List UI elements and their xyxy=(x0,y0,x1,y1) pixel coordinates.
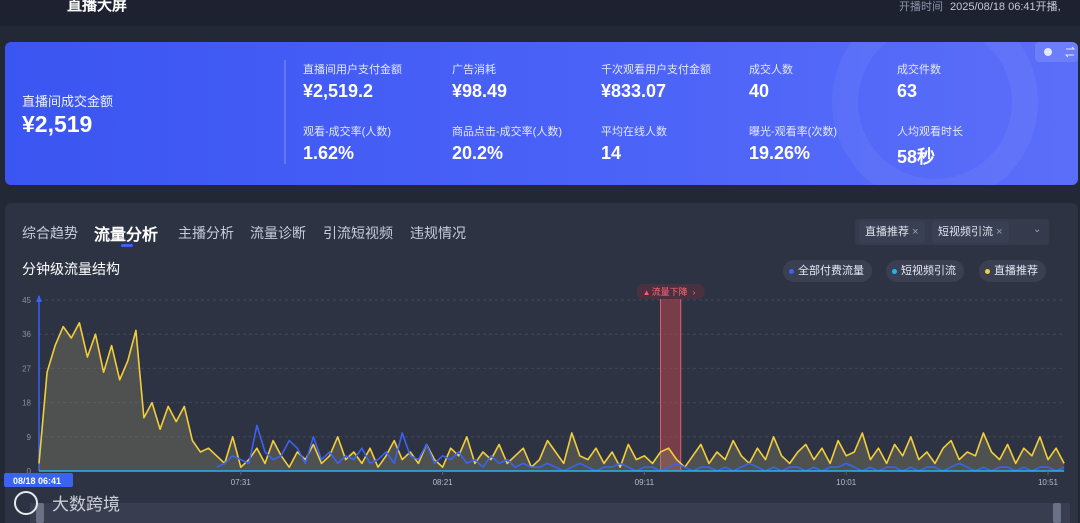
filter-text: 短视频引流 xyxy=(938,226,993,238)
tab[interactable]: 综合趋势 xyxy=(22,225,78,241)
legend-label: 全部付费流量 xyxy=(798,265,864,277)
tab-active[interactable]: 流量分析 xyxy=(94,227,159,244)
brush-handle[interactable] xyxy=(36,503,44,523)
metric-value: ¥98.49 xyxy=(452,81,508,101)
annotation-label: 流量下降 xyxy=(652,286,688,297)
metric-label: 成交件数 xyxy=(897,64,941,76)
x-tick-label: 08:21 xyxy=(433,478,454,487)
annotation-icon: ▲ xyxy=(643,288,651,297)
metric-label: 广告消耗 xyxy=(452,64,496,76)
switch-icon[interactable] xyxy=(1064,46,1076,58)
area xyxy=(39,322,1065,471)
metric-label: 观看-成交率(人数) xyxy=(303,126,391,138)
legend-label: 短视频引流 xyxy=(901,265,956,277)
legend-dot xyxy=(985,268,990,274)
metric-value: 1.62% xyxy=(303,143,355,163)
metric-value: 58秒 xyxy=(897,147,936,167)
metric-label: 人均观看时长 xyxy=(897,126,963,138)
y-tick-label: 9 xyxy=(27,433,32,442)
tab[interactable]: 主播分析 xyxy=(178,225,234,241)
start-label: 开播时间 xyxy=(899,1,943,13)
start-tag-label: 08/18 06:41 xyxy=(13,476,61,486)
top-bar xyxy=(0,0,1080,26)
chart-title: 分钟级流量结构 xyxy=(22,261,120,277)
x-tick-label: 07:31 xyxy=(231,478,252,487)
brush-track[interactable] xyxy=(30,503,1070,523)
y-tick-label: 27 xyxy=(22,364,31,373)
tab[interactable]: 引流短视频 xyxy=(323,225,393,241)
summary-card xyxy=(5,42,1078,185)
legend-label: 直播推荐 xyxy=(994,265,1038,277)
legend-item[interactable]: 直播推荐 xyxy=(979,260,1046,282)
metric-label: 曝光-观看率(次数) xyxy=(749,126,837,138)
start-time: 2025/08/18 06:41开播, xyxy=(950,1,1061,13)
metric-value: 63 xyxy=(897,81,918,101)
legend-item[interactable]: 全部付费流量 xyxy=(783,260,872,282)
legend-dot xyxy=(789,268,794,274)
gear-icon[interactable] xyxy=(1044,48,1052,56)
y-tick-label: 0 xyxy=(27,467,32,476)
dropdown-icon[interactable]: ⌄ xyxy=(1033,224,1042,235)
metric-value: ¥2,519.2 xyxy=(303,81,374,101)
line xyxy=(216,424,1065,472)
annotation-band xyxy=(660,296,682,472)
legend-item[interactable]: 短视频引流 xyxy=(886,260,964,282)
y-tick-label: 18 xyxy=(22,399,31,408)
filter-chip[interactable]: 直播推荐 × xyxy=(859,221,925,243)
page-title: 直播大屏 xyxy=(67,0,128,14)
annotation-arrow: › xyxy=(693,288,696,297)
metric-value: 19.26% xyxy=(749,143,811,163)
tab-underline xyxy=(121,244,133,247)
main-label: 直播间成交金额 xyxy=(22,94,114,109)
line xyxy=(38,322,1065,468)
metric-value: 14 xyxy=(601,143,622,163)
x-tick-label: 10:51 xyxy=(1038,478,1059,487)
metric-value: 20.2% xyxy=(452,143,504,163)
metric-value: ¥833.07 xyxy=(601,81,667,101)
legend-dot xyxy=(892,268,897,274)
filter-chip[interactable]: 短视频引流 × xyxy=(932,221,1009,243)
metric-label: 千次观看用户支付金额 xyxy=(601,64,711,76)
metric-label: 商品点击-成交率(人数) xyxy=(452,126,562,138)
card-decoration xyxy=(284,42,1078,185)
main-value: ¥2,519 xyxy=(22,111,93,137)
watermark-logo xyxy=(14,491,38,515)
tab[interactable]: 违规情况 xyxy=(410,225,466,241)
metric-label: 成交人数 xyxy=(749,64,793,76)
settings[interactable] xyxy=(1035,42,1078,62)
x-tick-label: 09:11 xyxy=(635,478,655,487)
metric-label: 直播间用户支付金额 xyxy=(303,64,402,76)
filter-text: 直播推荐 xyxy=(865,226,909,238)
remove-icon[interactable]: × xyxy=(912,226,919,238)
start-tag xyxy=(4,473,73,487)
y-axis-arrow xyxy=(36,295,42,302)
watermark: 大数跨境 xyxy=(52,495,120,514)
tab[interactable]: 流量诊断 xyxy=(250,225,306,241)
y-tick-label: 45 xyxy=(22,296,31,305)
metric-value: 40 xyxy=(749,81,770,101)
annotation-pill xyxy=(636,284,705,299)
y-tick-label: 36 xyxy=(22,330,31,339)
decoration xyxy=(832,42,1038,185)
metric-label: 平均在线人数 xyxy=(601,126,667,138)
brush-handle[interactable] xyxy=(1053,503,1061,523)
remove-icon[interactable]: × xyxy=(996,226,1003,238)
x-tick-label: 10:01 xyxy=(836,478,857,487)
